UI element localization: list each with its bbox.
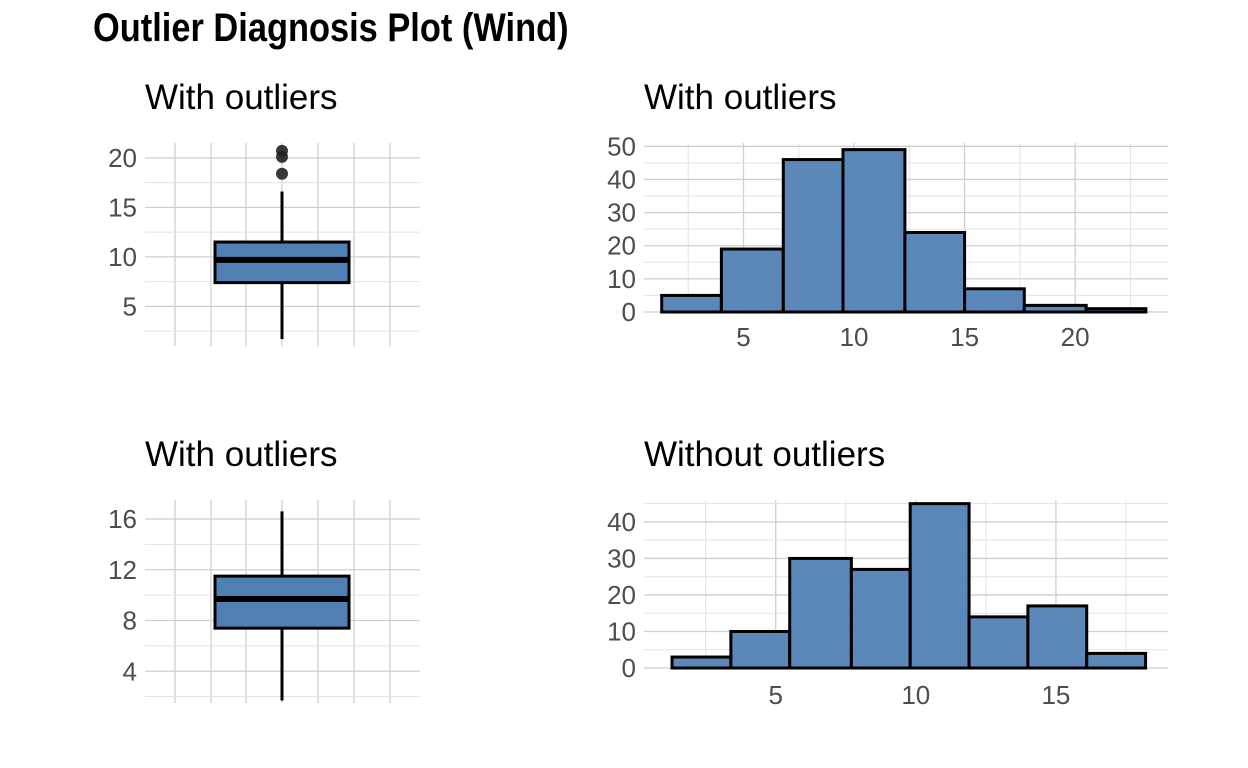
histogram-bar bbox=[729, 629, 792, 670]
panel-title: Without outliers bbox=[644, 435, 885, 474]
histogram-bar bbox=[908, 502, 971, 670]
histogram-bar bbox=[1085, 651, 1148, 670]
histogram-bar bbox=[849, 567, 912, 670]
histogram-bar bbox=[788, 556, 853, 670]
x-tick-label: 15 bbox=[950, 322, 979, 352]
y-tick-label: 20 bbox=[607, 580, 636, 610]
histogram-bar bbox=[1022, 303, 1088, 314]
y-tick-label: 10 bbox=[607, 264, 636, 294]
y-tick-label: 20 bbox=[607, 231, 636, 261]
panel-title: With outliers bbox=[644, 78, 837, 117]
y-tick-label: 40 bbox=[607, 164, 636, 194]
y-tick-label: 16 bbox=[108, 504, 137, 534]
y-tick-label: 5 bbox=[123, 291, 137, 321]
histogram-bar bbox=[660, 293, 723, 314]
y-tick-label: 8 bbox=[123, 606, 137, 636]
y-tick-label: 10 bbox=[108, 242, 137, 272]
y-tick-label: 20 bbox=[108, 143, 137, 173]
x-tick-label: 15 bbox=[1041, 680, 1070, 710]
y-tick-label: 4 bbox=[123, 656, 137, 686]
histogram-bar bbox=[963, 287, 1026, 314]
histogram-bar bbox=[781, 158, 845, 314]
page-title: Outlier Diagnosis Plot (Wind) bbox=[93, 6, 569, 50]
y-tick-label: 0 bbox=[622, 653, 636, 683]
y-tick-label: 30 bbox=[607, 198, 636, 228]
chart-panel-3: With outliers 4 8 12 16 bbox=[108, 435, 420, 703]
histogram-bar bbox=[670, 655, 733, 670]
box-iqr bbox=[213, 574, 351, 630]
panel-title: With outliers bbox=[145, 435, 338, 474]
y-tick-label: 30 bbox=[607, 543, 636, 573]
histogram-bar bbox=[1026, 604, 1089, 670]
x-tick-label: 10 bbox=[840, 322, 869, 352]
x-tick-label: 5 bbox=[768, 680, 782, 710]
x-tick-label: 20 bbox=[1061, 322, 1090, 352]
outlier-point bbox=[276, 167, 288, 180]
histogram-bar bbox=[967, 615, 1030, 670]
x-tick-label: 5 bbox=[736, 322, 750, 352]
chart-panel-1: With outliers 5 10 15 20 bbox=[108, 78, 420, 346]
histogram-bar bbox=[903, 230, 967, 314]
histogram-bar bbox=[719, 247, 785, 314]
outlier-point bbox=[276, 144, 288, 157]
x-tick-label: 10 bbox=[901, 680, 930, 710]
y-tick-label: 0 bbox=[622, 297, 636, 327]
histogram-bar bbox=[1084, 307, 1148, 314]
y-tick-label: 12 bbox=[108, 555, 137, 585]
y-tick-label: 40 bbox=[607, 507, 636, 537]
histogram-bar bbox=[841, 148, 907, 314]
panel-title: With outliers bbox=[145, 78, 338, 117]
chart-panel-4: Without outliers 0 10 20 30 40 5 10 15 bbox=[607, 435, 1168, 710]
y-tick-label: 15 bbox=[108, 192, 137, 222]
y-tick-label: 10 bbox=[607, 616, 636, 646]
y-tick-label: 50 bbox=[607, 131, 636, 161]
